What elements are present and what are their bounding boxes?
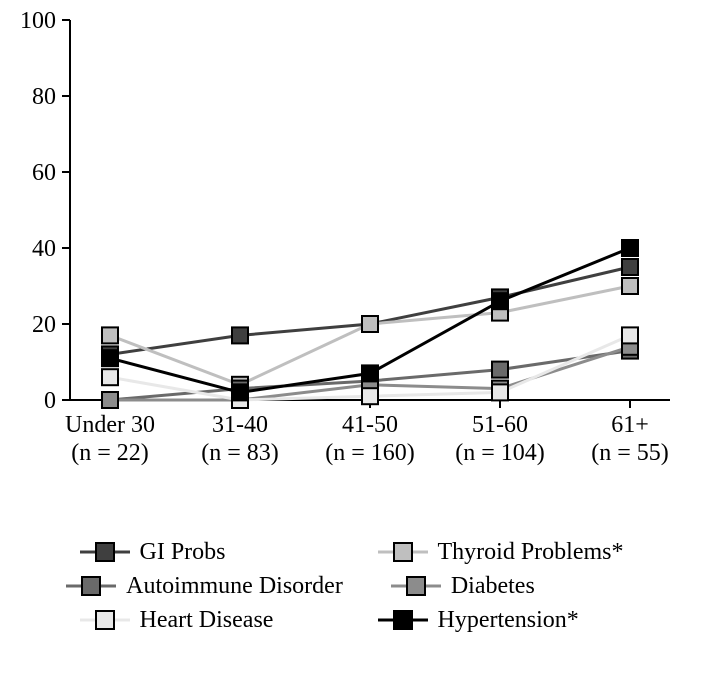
legend-swatch bbox=[378, 542, 428, 562]
legend-label: Thyroid Problems* bbox=[438, 540, 624, 564]
series-marker bbox=[492, 362, 508, 378]
series-marker bbox=[362, 365, 378, 381]
series-marker bbox=[362, 388, 378, 404]
x-category-n: (n = 22) bbox=[71, 440, 149, 466]
legend-swatch bbox=[391, 576, 441, 596]
legend-marker-icon bbox=[406, 576, 426, 596]
legend-marker-icon bbox=[81, 576, 101, 596]
series-marker bbox=[102, 327, 118, 343]
x-category-label: 61+ bbox=[611, 412, 649, 438]
line-chart: 0 20 40 60 80 100 Under 30(n = 22) 31-40(n = 83… bbox=[0, 0, 707, 500]
series-marker bbox=[232, 327, 248, 343]
series-marker bbox=[622, 240, 638, 256]
y-tick-label: 40 bbox=[32, 236, 56, 262]
legend-label: Autoimmune Disorder bbox=[126, 574, 343, 598]
legend-item: Diabetes bbox=[391, 574, 641, 598]
y-tick-label: 0 bbox=[44, 388, 56, 414]
x-category-label: Under 30 bbox=[65, 412, 155, 438]
x-category-label: 41-50 bbox=[342, 412, 398, 438]
legend-item: Heart Disease bbox=[80, 608, 330, 632]
x-category-label: 51-60 bbox=[472, 412, 528, 438]
legend-label: Diabetes bbox=[451, 574, 535, 598]
legend-label: GI Probs bbox=[140, 540, 226, 564]
y-tick-label: 80 bbox=[32, 84, 56, 110]
x-category-n: (n = 104) bbox=[455, 440, 545, 466]
series-marker bbox=[362, 316, 378, 332]
legend-item: Hypertension* bbox=[378, 608, 628, 632]
x-category-n: (n = 55) bbox=[591, 440, 669, 466]
legend-item: Autoimmune Disorder bbox=[66, 574, 343, 598]
legend-marker-icon bbox=[393, 542, 413, 562]
series-marker bbox=[622, 278, 638, 294]
legend-label: Heart Disease bbox=[140, 608, 274, 632]
legend-item: Thyroid Problems* bbox=[378, 540, 628, 564]
series-marker bbox=[102, 369, 118, 385]
legend-marker-icon bbox=[95, 542, 115, 562]
legend-marker-icon bbox=[95, 610, 115, 630]
legend-swatch bbox=[80, 610, 130, 630]
y-tick-label: 20 bbox=[32, 312, 56, 338]
legend-label: Hypertension* bbox=[438, 608, 579, 632]
series-marker bbox=[102, 392, 118, 408]
legend-swatch bbox=[378, 610, 428, 630]
y-tick-label: 60 bbox=[32, 160, 56, 186]
legend-swatch bbox=[66, 576, 116, 596]
series-marker bbox=[622, 327, 638, 343]
legend-marker-icon bbox=[393, 610, 413, 630]
x-category-n: (n = 83) bbox=[201, 440, 279, 466]
series-marker bbox=[492, 384, 508, 400]
x-category-n: (n = 160) bbox=[325, 440, 415, 466]
legend-item: GI Probs bbox=[80, 540, 330, 564]
x-category-label: 31-40 bbox=[212, 412, 268, 438]
y-tick-label: 100 bbox=[20, 8, 56, 34]
legend-swatch bbox=[80, 542, 130, 562]
legend: GI Probs Thyroid Problems* Autoimmune Diso… bbox=[0, 540, 707, 632]
chart-container: 0 20 40 60 80 100 Under 30(n = 22) 31-40(n = 83… bbox=[0, 0, 707, 678]
series-marker bbox=[102, 350, 118, 366]
series-marker bbox=[622, 259, 638, 275]
series-marker bbox=[492, 293, 508, 309]
series-marker bbox=[232, 384, 248, 400]
